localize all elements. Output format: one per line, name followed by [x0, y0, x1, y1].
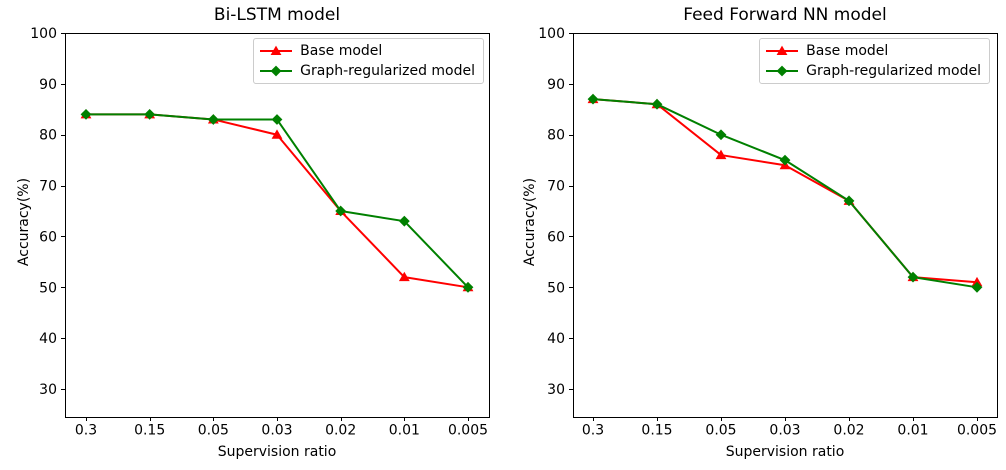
feed-forward-nn-chart: 30 40 50 60 70 80 90 100 0.3 0.15 0.05 0.03 0.02 0.01… — [503, 0, 1006, 470]
graph-regularized-model-line — [592, 98, 978, 289]
bilstm-plot-area: 30 40 50 60 70 80 90 100 0.3 0.15 0.05 0.03 0.02 0.01… — [30, 26, 490, 439]
x-tick-label: 0.05 — [705, 423, 736, 439]
base-model-marker — [398, 271, 410, 282]
x-tick-label: 0.3 — [582, 423, 604, 439]
chart-title: Bi-LSTM model — [213, 5, 341, 25]
y-tick-label: 60 — [39, 229, 57, 245]
y-tick-label: 80 — [547, 128, 565, 144]
legend-label: Graph-regularized model — [806, 63, 981, 79]
x-axis-label: Supervision ratio — [725, 444, 845, 460]
x-tick-label: 0.01 — [389, 423, 420, 439]
y-tick-label: 100 — [30, 26, 57, 42]
y-tick-label: 30 — [39, 382, 57, 398]
y-tick-label: 30 — [547, 382, 565, 398]
legend: Base model Graph-regularized model — [253, 38, 484, 84]
graph-regularized-model-marker — [843, 195, 855, 207]
graph-regularized-model-marker — [715, 129, 727, 141]
y-axis-label: Accuracy(%) — [522, 177, 538, 267]
legend-item-graph-regularized-model: Graph-regularized model — [764, 62, 981, 80]
y-tick-label: 90 — [547, 77, 565, 93]
legend-item-base-model: Base model — [258, 42, 475, 60]
x-axis-label: Supervision ratio — [217, 444, 337, 460]
legend-label: Graph-regularized model — [300, 63, 475, 79]
y-tick-label: 40 — [39, 331, 57, 347]
graph-regularized-model-marker-icon — [776, 65, 788, 77]
x-tick-label: 0.3 — [75, 423, 97, 439]
x-tick-label: 0.15 — [134, 423, 165, 439]
legend: Base model Graph-regularized model — [759, 38, 990, 84]
y-tick-label: 80 — [39, 128, 57, 144]
axes-frame — [573, 33, 998, 418]
feed-forward-nn-plot-area: 30 40 50 60 70 80 90 100 0.3 0.15 0.05 0.03 0.02 0.01… — [538, 26, 998, 439]
graph-regularized-model-marker-icon — [270, 65, 282, 77]
base-model-marker-icon — [776, 45, 788, 55]
base-model-marker — [971, 276, 983, 287]
axes-frame — [65, 33, 490, 418]
base-model-marker — [715, 149, 727, 160]
graph-regularized-model-marker — [971, 281, 983, 293]
y-tick-label: 90 — [39, 77, 57, 93]
x-tick-label: 0.005 — [448, 423, 488, 439]
base-model-line-icon — [766, 45, 799, 55]
x-tick-label: 0.02 — [833, 423, 864, 439]
y-tick-label: 70 — [39, 179, 57, 195]
graph-regularized-model-marker — [907, 271, 919, 283]
base-model-line — [592, 98, 978, 284]
graph-regularized-model-marker — [398, 215, 410, 227]
graph-regularized-model-marker — [779, 154, 791, 166]
legend-label: Base model — [806, 43, 889, 59]
base-model-marker-icon — [270, 45, 282, 55]
graph-regularized-model-marker — [651, 98, 663, 110]
graph-regularized-model-line-icon — [766, 65, 799, 77]
y-tick-label: 40 — [547, 331, 565, 347]
y-tick-label: 100 — [538, 26, 565, 42]
legend-item-base-model: Base model — [764, 42, 981, 60]
base-model-marker — [271, 129, 283, 139]
graph-regularized-model-marker — [207, 114, 219, 125]
y-tick-label: 50 — [39, 280, 57, 296]
y-axis-label: Accuracy(%) — [16, 177, 32, 267]
x-tick-label: 0.02 — [325, 423, 356, 439]
y-tick-label: 50 — [547, 280, 565, 296]
graph-regularized-model-marker — [80, 108, 92, 120]
chart-title: Feed Forward NN model — [683, 5, 887, 25]
graph-regularized-model-marker — [144, 108, 156, 120]
bilstm-chart: 30 40 50 60 70 80 90 100 0.3 0.15 0.05 0.03 0.02 0.01… — [16, 5, 490, 460]
x-tick-label: 0.01 — [897, 423, 928, 439]
legend-label: Base model — [300, 43, 383, 59]
x-tick-label: 0.005 — [957, 423, 997, 439]
x-tick-label: 0.03 — [769, 423, 800, 439]
base-model-line — [86, 113, 469, 289]
legend-item-graph-regularized-model: Graph-regularized model — [258, 62, 475, 80]
graph-regularized-model-marker — [462, 281, 474, 293]
graph-regularized-model-line — [86, 113, 469, 288]
graph-regularized-model-marker — [271, 114, 283, 125]
y-tick-label: 70 — [547, 179, 565, 195]
x-tick-label: 0.05 — [198, 423, 229, 439]
base-model-line-icon — [260, 45, 293, 55]
y-tick-label: 60 — [547, 229, 565, 245]
graph-regularized-model-line-icon — [260, 65, 293, 77]
x-tick-label: 0.15 — [641, 423, 672, 439]
graph-regularized-model-marker — [587, 93, 599, 105]
x-tick-label: 0.03 — [261, 423, 292, 439]
graph-regularized-model-marker — [335, 205, 347, 217]
